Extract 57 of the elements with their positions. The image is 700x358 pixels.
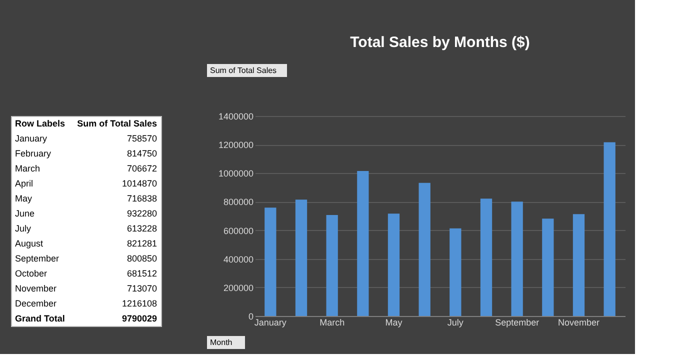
x-tick-label: March bbox=[320, 318, 345, 328]
bar bbox=[326, 215, 338, 316]
category-label: Grand Total bbox=[15, 314, 65, 324]
data-label: 932280 bbox=[126, 208, 157, 218]
bar bbox=[388, 214, 400, 316]
x-tick-label: January bbox=[254, 318, 287, 328]
category-label: August bbox=[15, 238, 44, 248]
data-label: 9790029 bbox=[122, 314, 157, 324]
bar bbox=[480, 198, 492, 316]
category-label: April bbox=[15, 178, 34, 188]
bar bbox=[295, 200, 308, 316]
y-tick-label: 600000 bbox=[223, 226, 254, 236]
category-label: January bbox=[15, 134, 48, 144]
bar bbox=[572, 214, 585, 316]
category-label: September bbox=[15, 254, 60, 264]
bar bbox=[542, 218, 554, 316]
x-tick-label: September bbox=[495, 318, 540, 328]
data-label: 716838 bbox=[126, 194, 157, 204]
text: Sum of Total Sales bbox=[210, 66, 277, 75]
y-tick-label: 400000 bbox=[223, 254, 254, 264]
category-label: February bbox=[15, 148, 52, 158]
data-label: 713070 bbox=[126, 284, 157, 294]
category-label: May bbox=[15, 194, 32, 204]
category-label: March bbox=[15, 164, 40, 174]
y-tick-label: 0 bbox=[248, 312, 254, 322]
category-label: June bbox=[15, 208, 35, 218]
text: Month bbox=[210, 338, 232, 347]
y-tick-label: 200000 bbox=[223, 282, 254, 293]
chart-title: Total Sales by Months ($) bbox=[350, 34, 530, 51]
data-label: 800850 bbox=[126, 254, 157, 264]
data-label: 613228 bbox=[126, 224, 157, 234]
category-label: July bbox=[15, 224, 32, 234]
category-label: November bbox=[15, 284, 57, 294]
y-tick-label: 1400000 bbox=[218, 112, 254, 122]
data-label: 758570 bbox=[126, 134, 157, 144]
bar bbox=[511, 202, 523, 316]
x-tick-label: November bbox=[558, 318, 600, 328]
data-label: 1216108 bbox=[122, 298, 157, 308]
bar bbox=[418, 182, 430, 316]
x-tick-label: May bbox=[385, 318, 403, 328]
data-label: 681512 bbox=[126, 268, 157, 278]
x-tick-label: July bbox=[447, 318, 464, 328]
y-tick-label: 1200000 bbox=[218, 140, 254, 150]
y-tick-label: 800000 bbox=[223, 197, 254, 208]
text: Row Labels bbox=[15, 118, 66, 128]
bar bbox=[604, 142, 616, 316]
bar bbox=[264, 208, 276, 316]
data-label: 706672 bbox=[126, 164, 157, 174]
bar bbox=[357, 171, 369, 316]
text: Sum of Total Sales bbox=[77, 118, 157, 128]
data-label: 821281 bbox=[126, 238, 157, 248]
data-label: 814750 bbox=[126, 148, 157, 158]
bar bbox=[450, 228, 462, 316]
category-label: October bbox=[15, 268, 48, 278]
data-label: 1014870 bbox=[122, 178, 157, 188]
category-label: December bbox=[15, 298, 57, 308]
y-tick-label: 1000000 bbox=[218, 168, 254, 179]
